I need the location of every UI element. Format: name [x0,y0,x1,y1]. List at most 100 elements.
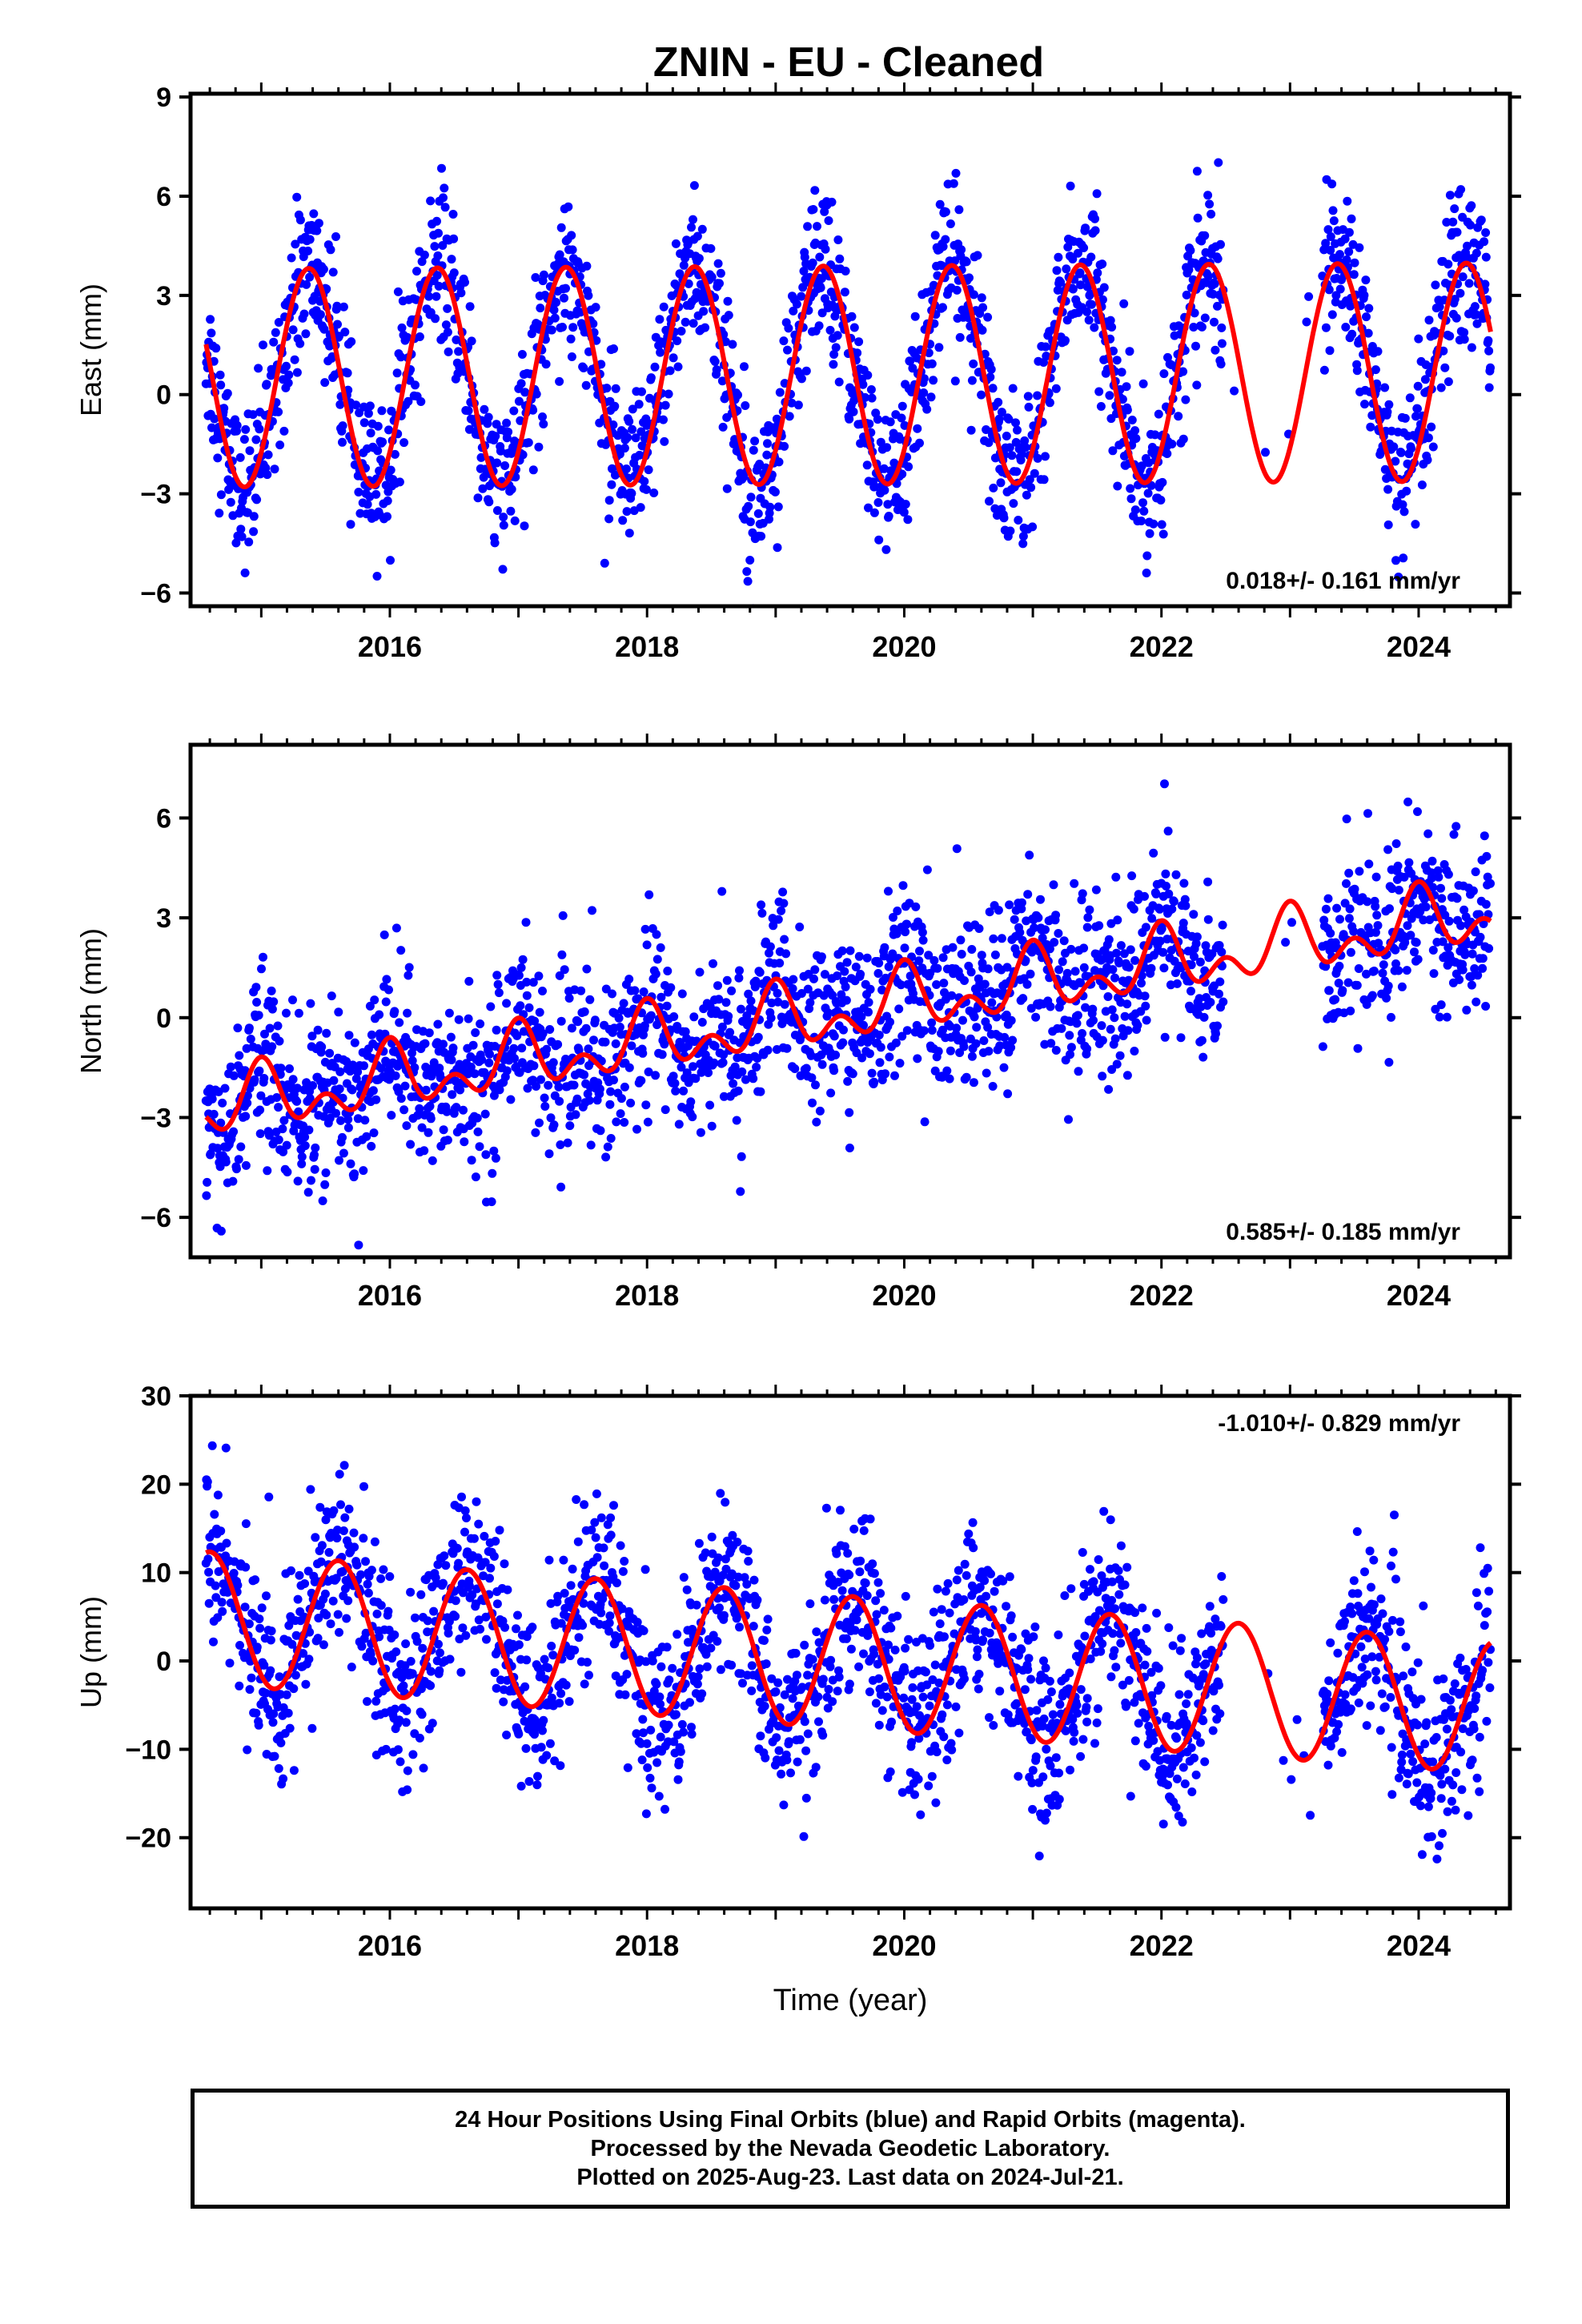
data-point [1130,1047,1139,1055]
data-point [919,388,929,397]
data-point [1450,295,1460,304]
data-point [789,975,798,984]
data-point [1083,913,1093,923]
data-point [1384,1058,1394,1067]
data-point [536,1669,545,1679]
data-point [517,350,527,359]
data-point [1461,251,1471,260]
data-point [416,397,426,406]
data-point [1181,901,1191,911]
data-point [1343,978,1353,987]
data-point [600,558,609,568]
data-point [492,1683,501,1693]
data-point [1031,1012,1041,1022]
data-point [276,1738,286,1747]
data-point [251,1708,261,1718]
data-point [259,952,267,962]
data-point [1000,1032,1010,1042]
data-point [1344,227,1354,237]
data-point [1331,291,1341,300]
data-point [616,1094,626,1104]
data-point [456,1085,465,1095]
data-point [471,1172,480,1182]
data-point [1179,879,1189,888]
data-point [229,1071,239,1080]
data-point [1066,944,1076,954]
data-point [1108,446,1118,456]
data-point [254,1720,263,1730]
data-point [897,401,907,411]
data-point [442,1107,452,1116]
data-point [1213,301,1222,311]
data-point [1090,323,1099,332]
data-point [745,556,755,565]
data-point [624,1063,634,1072]
data-point [722,975,732,985]
y-tick-label: 9 [156,82,171,113]
data-point [774,457,784,467]
data-point [406,1587,416,1597]
data-point [1391,556,1400,565]
data-point [241,1112,251,1121]
data-point [1030,468,1039,478]
data-point [1072,1019,1082,1028]
data-point [1470,964,1480,973]
data-point [706,243,716,253]
data-point [1038,933,1047,943]
data-point [418,1643,428,1653]
data-point [1120,1011,1130,1021]
data-point [1122,999,1132,1009]
data-point [1402,486,1411,496]
data-point [1321,323,1331,332]
data-point [300,1132,310,1142]
data-point [420,1039,430,1048]
data-point [590,1518,600,1527]
data-point [845,414,854,424]
data-point [848,1069,857,1079]
data-point [831,1050,841,1059]
data-point [377,406,387,416]
data-point [1486,879,1495,888]
data-point [715,279,724,288]
data-point [1099,283,1109,292]
data-point [339,1148,348,1158]
data-point [546,1113,556,1123]
data-point [342,1057,351,1066]
data-point [777,1019,787,1028]
data-point [346,1159,355,1168]
data-point [1363,897,1372,907]
data-point [573,1017,583,1027]
data-point [1180,895,1190,904]
data-point [601,984,611,994]
data-point [1114,959,1124,967]
data-point [582,964,592,974]
data-point [1119,949,1129,959]
data-point [707,1121,717,1131]
data-point [650,362,660,372]
data-point [1098,1072,1107,1081]
data-point [1355,866,1364,876]
data-point [694,254,704,263]
y-tick-label: 3 [156,281,171,312]
data-point [513,1610,522,1620]
data-point [1158,947,1168,957]
data-point [817,308,827,318]
data-point [213,1144,223,1153]
data-point [1437,894,1447,903]
data-point [236,525,246,534]
data-point [854,951,864,961]
data-point [1160,1032,1170,1042]
data-point [355,509,365,518]
data-point [1005,900,1014,910]
data-point [1022,979,1032,989]
data-point [1394,573,1403,581]
data-point [1342,255,1351,264]
data-point [807,1073,817,1083]
data-point [204,1598,214,1608]
data-point [922,404,932,414]
data-point [213,1613,223,1622]
data-point [1372,911,1382,920]
data-point [1119,299,1129,308]
data-point [579,364,588,372]
data-point [1304,292,1314,301]
